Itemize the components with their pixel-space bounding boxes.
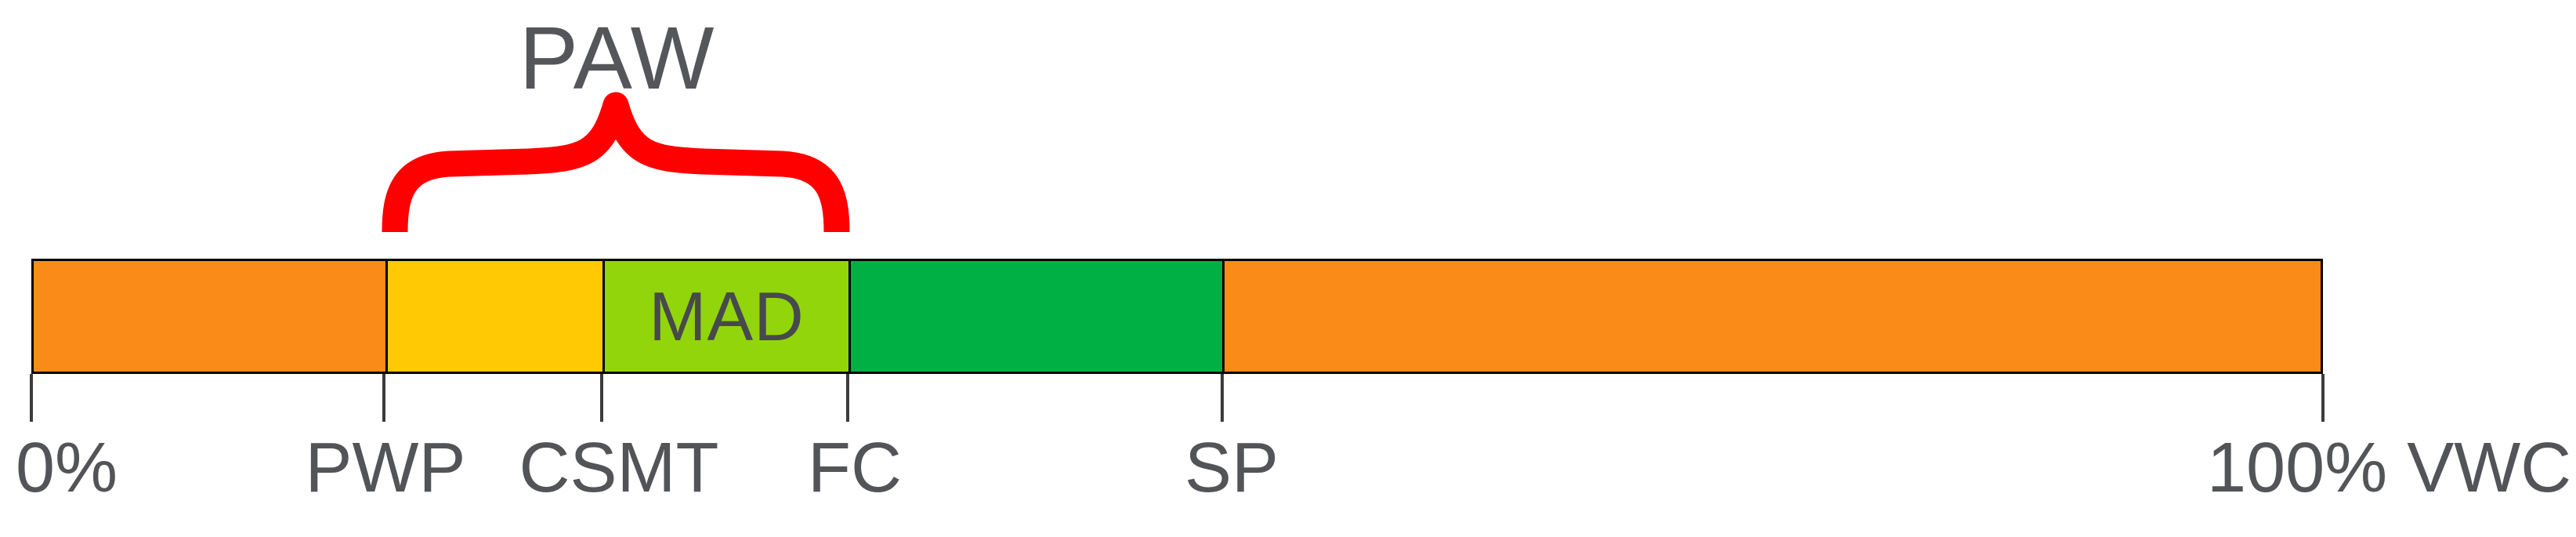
label-fc: FC bbox=[808, 429, 902, 507]
tick-csmt bbox=[600, 374, 603, 422]
vwc-scale-bar: MAD bbox=[31, 259, 2323, 374]
segment-above-sp-orange bbox=[1221, 261, 2321, 372]
label-pwp: PWP bbox=[305, 429, 466, 507]
tick-100-percent bbox=[2321, 374, 2325, 422]
tick-sp bbox=[1221, 374, 1224, 422]
segment-mad-yellow-green: MAD bbox=[602, 261, 848, 372]
segment-fc-to-sp-green bbox=[848, 261, 1222, 372]
label-0-percent: 0% bbox=[16, 429, 118, 507]
tick-fc bbox=[846, 374, 849, 422]
mad-label: MAD bbox=[649, 277, 805, 355]
brace-path bbox=[382, 92, 850, 233]
paw-annotation-label: PAW bbox=[519, 9, 716, 107]
tick-0-percent bbox=[30, 374, 33, 422]
label-100-percent-vwc: 100% VWC bbox=[2207, 429, 2572, 507]
label-csmt: CSMT bbox=[519, 429, 719, 507]
label-sp: SP bbox=[1184, 429, 1279, 507]
tick-pwp bbox=[382, 374, 385, 422]
segment-below-pwp-orange bbox=[34, 261, 385, 372]
segment-pwp-to-csmt-yellow bbox=[385, 261, 603, 372]
